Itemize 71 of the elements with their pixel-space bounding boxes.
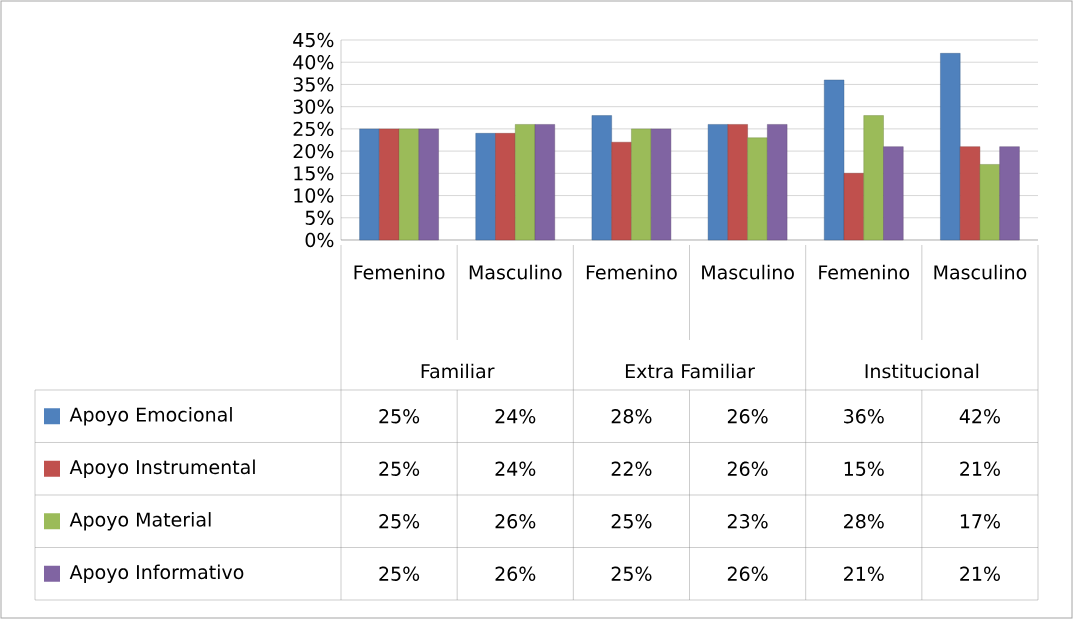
data-label: 25%	[379, 514, 420, 529]
bar	[418, 128, 439, 241]
bar	[515, 124, 536, 241]
bar	[650, 128, 672, 241]
x-tick-label: Masculino	[702, 264, 794, 280]
bar	[611, 142, 632, 241]
data-label: 25%	[379, 409, 420, 424]
bar	[534, 124, 555, 241]
data-label: 26%	[727, 566, 768, 581]
data-label: 26%	[495, 566, 536, 581]
y-tick-label: 45%	[293, 32, 334, 48]
bar	[707, 124, 729, 241]
bar	[591, 115, 612, 241]
data-label: 24%	[495, 409, 536, 424]
bar	[359, 128, 380, 241]
bar	[863, 115, 884, 241]
y-tick-label: 25%	[293, 121, 334, 137]
data-label: 26%	[727, 461, 768, 476]
data-label: 25%	[611, 514, 652, 529]
y-tick-label: 0%	[305, 232, 334, 248]
bar	[379, 128, 400, 241]
y-tick-label: 35%	[293, 77, 334, 92]
data-label: 28%	[611, 409, 652, 424]
bar	[475, 133, 496, 241]
x-tick-label: Femenino	[586, 264, 677, 280]
y-tick-label: 15%	[294, 166, 334, 181]
x-tick-label: Masculino	[934, 264, 1027, 280]
bar	[727, 124, 748, 241]
data-label: 15%	[844, 461, 884, 476]
data-label: 21%	[844, 566, 884, 581]
bar	[767, 124, 788, 241]
data-label: 26%	[495, 514, 536, 529]
legend-label: Apoyo Informativo	[69, 564, 244, 583]
data-label: 42%	[959, 409, 1000, 424]
data-label: 23%	[727, 514, 768, 529]
bar	[824, 79, 845, 241]
data-label: 22%	[611, 461, 652, 476]
data-label: 21%	[960, 566, 1000, 581]
bar	[883, 146, 904, 241]
text: Extra Familiar	[625, 363, 755, 379]
data-label: 24%	[495, 461, 536, 476]
y-tick-label: 40%	[293, 55, 334, 70]
data-label: 36%	[844, 409, 884, 424]
data-label: 25%	[379, 461, 420, 476]
legend-label: Apoyo Emocional	[69, 407, 232, 426]
data-label: 25%	[379, 566, 420, 581]
y-tick-label: 20%	[293, 143, 334, 159]
bar	[631, 128, 652, 241]
bar	[843, 173, 864, 241]
data-label: 25%	[611, 566, 652, 581]
x-tick-label: Femenino	[354, 264, 445, 280]
data-label: 26%	[727, 409, 768, 424]
bar	[398, 128, 420, 241]
data-label: 21%	[960, 461, 1000, 476]
bar	[959, 146, 981, 241]
bar	[747, 137, 768, 241]
x-tick-label: Masculino	[469, 264, 562, 280]
y-tick-label: 10%	[294, 188, 334, 203]
data-label: 17%	[960, 514, 1000, 529]
x-tick-label: Femenino	[819, 264, 910, 280]
data-label: 28%	[844, 514, 884, 529]
bar	[999, 146, 1020, 241]
bar	[940, 53, 961, 241]
y-tick-label: 30%	[293, 99, 334, 114]
y-tick-label: 5%	[305, 210, 334, 225]
text: Familiar	[421, 363, 495, 379]
legend-label: Apoyo Instrumental	[69, 459, 255, 478]
legend-label: Apoyo Material	[69, 512, 211, 531]
text: Institucional	[865, 363, 979, 379]
bar	[495, 133, 516, 241]
bar	[979, 164, 1000, 241]
